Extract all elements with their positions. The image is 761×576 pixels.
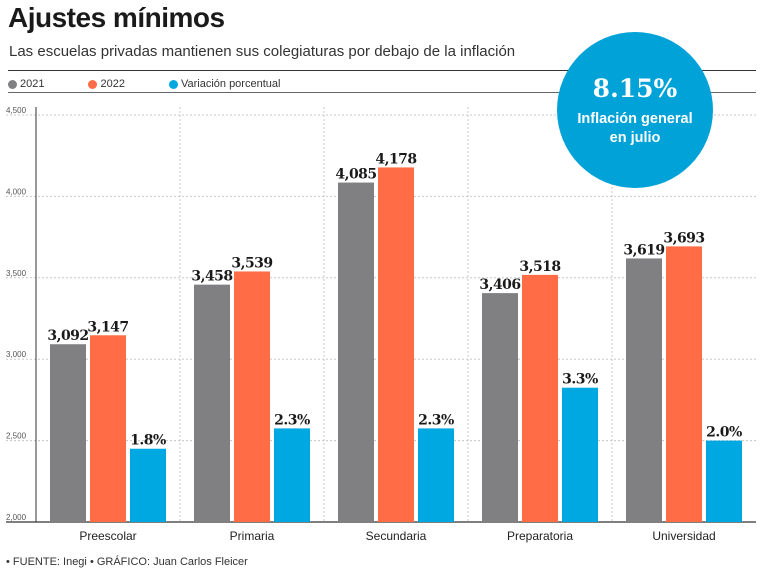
bar-2021: [194, 284, 230, 522]
category-label: Universidad: [652, 529, 715, 543]
bar-2022: [234, 271, 270, 522]
bar-value-label: 4,085: [335, 167, 376, 183]
bar-value-label: 2.0%: [706, 425, 742, 441]
bar-variación-porcentual: [706, 440, 742, 522]
bar-value-label: 3,147: [87, 319, 128, 335]
legend-label-variation: Variación porcentual: [180, 78, 281, 90]
footer-source: • FUENTE: Inegi: [6, 556, 87, 568]
top-divider: [8, 70, 756, 71]
legend-label-2022: 2022: [100, 78, 125, 90]
bar-variación-porcentual: [130, 448, 166, 522]
category-label: Preparatoria: [507, 529, 573, 543]
legend-item-variation: Variación porcentual: [168, 78, 281, 90]
bar-2021: [626, 258, 662, 522]
inflation-value: 8.15%: [592, 74, 678, 103]
y-tick-label: 4,500: [6, 106, 27, 115]
footer: • FUENTE: Inegi • GRÁFICO: Juan Carlos F…: [6, 556, 248, 568]
bar-value-label: 4,178: [375, 151, 416, 167]
bar-2021: [338, 182, 374, 522]
y-tick-label: 2,500: [6, 432, 27, 441]
bar-2022: [378, 167, 414, 522]
legend-swatch-2021: [8, 79, 17, 89]
y-tick-label: 2,000: [6, 513, 27, 522]
bar-value-label: 3,518: [519, 259, 560, 275]
bar-value-label: 3,539: [231, 255, 272, 271]
chart-title: Ajustes mínimos: [8, 2, 225, 33]
bar-variación-porcentual: [418, 428, 454, 522]
bar-value-label: 3,092: [47, 328, 88, 344]
bar-variación-porcentual: [562, 387, 598, 522]
category-label: Primaria: [230, 529, 275, 543]
y-tick-label: 3,000: [6, 350, 27, 359]
bar-value-label: 3,693: [663, 230, 704, 246]
bar-2021: [482, 293, 518, 522]
y-tick-label: 4,000: [6, 187, 27, 196]
bar-variación-porcentual: [274, 428, 310, 522]
legend-item-2022: 2022: [88, 78, 125, 90]
inflation-label: Inflación general en julio: [577, 111, 693, 146]
bar-value-label: 2.3%: [274, 412, 310, 428]
inflation-highlight-circle: 8.15% Inflación general en julio: [557, 32, 713, 188]
bar-2022: [522, 274, 558, 522]
category-label: Preescolar: [79, 529, 136, 543]
y-tick-label: 3,500: [6, 269, 27, 278]
bar-2022: [666, 246, 702, 523]
bar-value-label: 3,619: [623, 242, 664, 258]
bar-value-label: 2.3%: [418, 412, 454, 428]
bar-value-label: 1.8%: [130, 433, 166, 449]
bar-2021: [50, 344, 86, 522]
legend-item-2021: 2021: [8, 78, 44, 90]
bar-value-label: 3,458: [191, 269, 232, 285]
chart-subtitle: Las escuelas privadas mantienen sus cole…: [9, 43, 516, 60]
legend-swatch-2022: [88, 79, 98, 89]
legend-divider: [8, 92, 756, 93]
legend: 2021 2022 Variación porcentual: [8, 76, 324, 92]
bar-value-label: 3,406: [479, 277, 520, 293]
legend-swatch-variation: [168, 79, 178, 89]
category-label: Secundaria: [366, 529, 427, 543]
bar-2022: [90, 335, 126, 522]
footer-graphic: • GRÁFICO: Juan Carlos Fleicer: [89, 556, 248, 568]
legend-label-2021: 2021: [20, 78, 45, 90]
bar-value-label: 3.3%: [562, 372, 598, 388]
